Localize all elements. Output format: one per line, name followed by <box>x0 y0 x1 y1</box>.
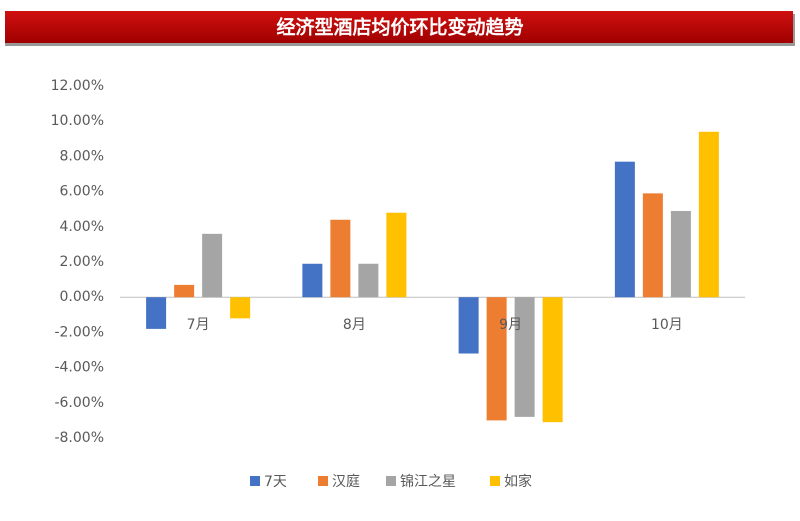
y-tick-label: 10.00% <box>51 113 104 129</box>
bar <box>642 193 663 298</box>
bar <box>386 212 407 298</box>
y-tick-label: 12.00% <box>51 78 104 94</box>
x-tick-label: 7月 <box>187 317 210 333</box>
legend-swatch <box>386 476 396 486</box>
bar <box>458 297 479 354</box>
title-banner <box>5 11 793 43</box>
legend-swatch <box>250 476 260 486</box>
legend-label: 7天 <box>264 474 287 490</box>
y-tick-label: 0.00% <box>60 289 104 305</box>
legend-swatch <box>318 476 328 486</box>
legend-label: 如家 <box>504 473 532 490</box>
bar <box>358 263 379 298</box>
bar <box>202 233 223 298</box>
bar <box>302 263 323 298</box>
legend-label: 汉庭 <box>332 473 360 490</box>
bar <box>230 297 251 319</box>
x-tick-label: 10月 <box>651 317 683 333</box>
y-tick-label: -4.00% <box>54 360 104 376</box>
bar <box>670 210 691 298</box>
bar <box>146 297 167 329</box>
bar <box>542 297 563 423</box>
bar <box>698 131 719 298</box>
bar <box>486 297 507 421</box>
chart-title: 经济型酒店均价环比变动趋势 <box>276 16 523 39</box>
x-tick-label: 9月 <box>499 317 522 333</box>
bar <box>330 219 351 298</box>
y-tick-label: -6.00% <box>54 395 104 411</box>
bar <box>174 284 195 298</box>
bar <box>614 161 635 298</box>
y-tick-label: 8.00% <box>60 148 104 164</box>
y-tick-label: -8.00% <box>54 430 104 446</box>
bar <box>514 297 535 417</box>
y-tick-label: 6.00% <box>60 184 104 200</box>
y-tick-label: -2.00% <box>54 324 104 340</box>
legend-label: 锦江之星 <box>400 473 456 490</box>
y-tick-label: 4.00% <box>60 219 104 235</box>
y-tick-label: 2.00% <box>60 254 104 270</box>
legend-swatch <box>490 476 500 486</box>
x-tick-label: 8月 <box>343 317 366 333</box>
